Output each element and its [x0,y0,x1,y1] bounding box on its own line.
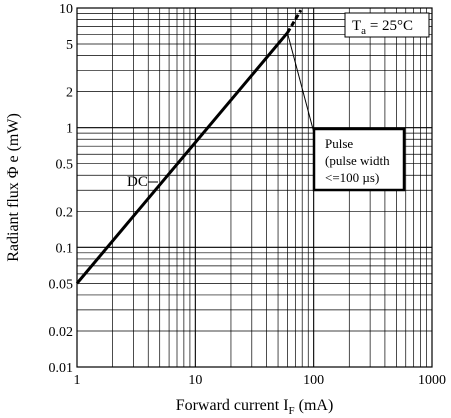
y-tick-label: 5 [66,38,73,53]
y-tick-label: 1 [66,122,73,137]
y-tick-label: 0.1 [56,241,74,256]
x-tick-label: 1000 [418,373,446,388]
plot-frame [76,7,433,368]
temperature-symbol: T [352,18,361,34]
pulse-series-line [286,9,303,34]
x-axis-label: Forward current IF (mA) [176,397,334,417]
pulse-box [312,127,406,192]
y-tick-label: 0.02 [49,325,74,340]
pulse-line-3: <=100 µs) [325,170,379,185]
tick-labels: 1 10 100 1000 0.01 0.02 0.05 0.1 0.2 0.5 1 2 5 10 [49,2,447,388]
dc-series-line [75,31,289,285]
series-layer [75,9,303,285]
temperature-value: = 25°C [366,18,413,34]
temperature-subscript: a [361,25,366,37]
pulse-line-1: Pulse [325,136,353,151]
x-tick-label: 100 [303,373,324,388]
x-axis-label-main: Forward current I [176,397,289,414]
y-tick-label: 0.01 [49,361,74,376]
x-tick-label: 10 [188,373,202,388]
x-tick-label: 1 [74,373,81,388]
temperature-label: Ta = 25°C [352,18,413,37]
x-axis-label-unit: (mA) [295,397,334,414]
y-tick-label: 0.5 [56,158,74,173]
y-tick-label: 2 [66,86,73,101]
y-tick-label: 0.05 [49,277,74,292]
temperature-box [344,12,430,38]
pulse-line-2: (pulse width [325,153,390,168]
y-tick-label: 10 [59,2,73,17]
y-tick-label: 0.2 [56,205,74,220]
y-axis-label: Radiant flux Φ e (mW) [5,113,22,262]
x-axis-label-sub: F [289,405,295,417]
dc-label: DC [127,174,148,190]
